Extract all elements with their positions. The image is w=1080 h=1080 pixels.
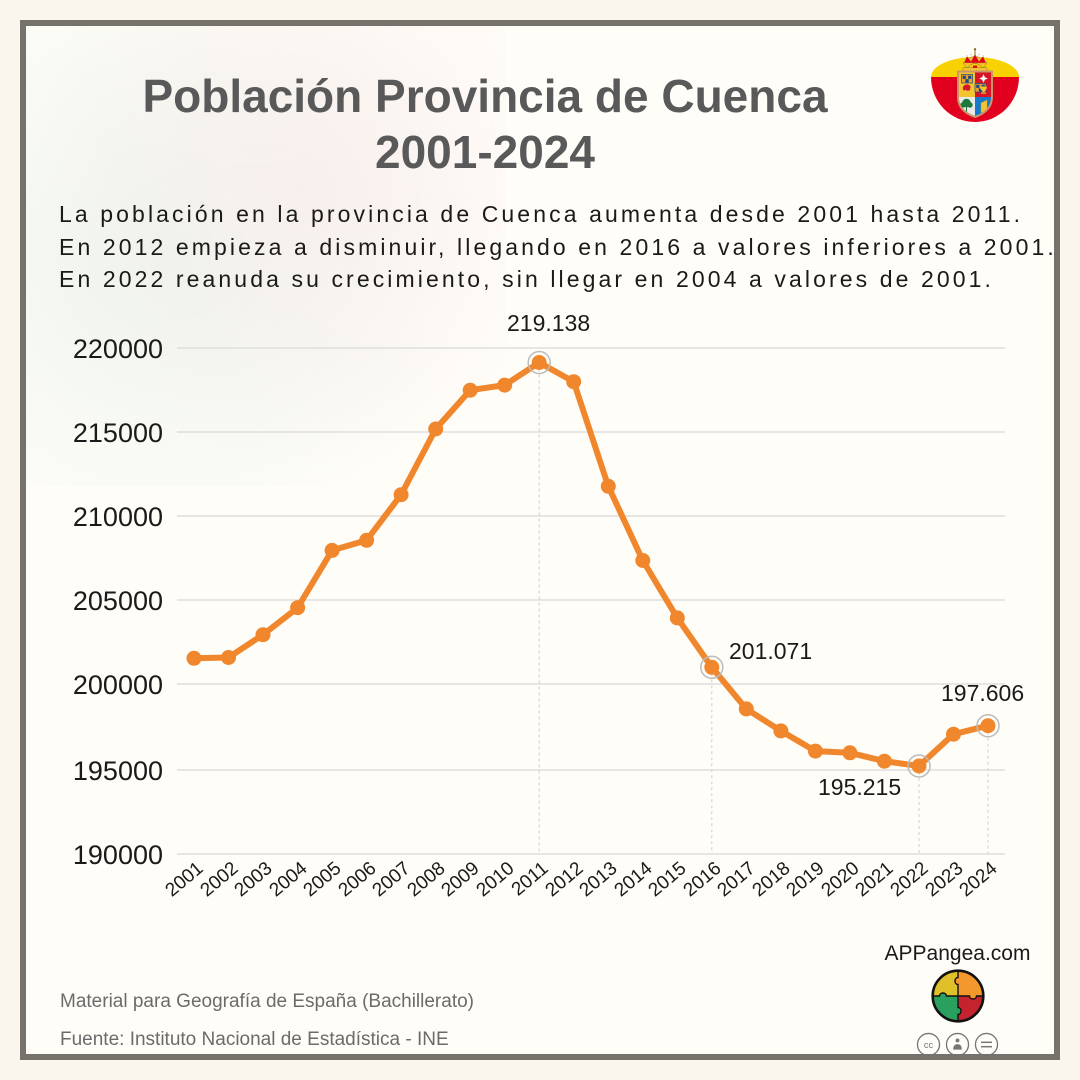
svg-text:220000: 220000 xyxy=(73,334,163,364)
svg-text:205000: 205000 xyxy=(73,586,163,616)
svg-text:200000: 200000 xyxy=(73,670,163,700)
svg-text:195000: 195000 xyxy=(73,756,163,786)
svg-text:201.071: 201.071 xyxy=(729,638,812,664)
svg-text:195.215: 195.215 xyxy=(818,774,901,800)
svg-text:210000: 210000 xyxy=(73,502,163,532)
svg-text:215000: 215000 xyxy=(73,418,163,448)
svg-text:cc: cc xyxy=(924,1040,934,1050)
svg-text:190000: 190000 xyxy=(73,840,163,870)
svg-text:197.606: 197.606 xyxy=(941,680,1024,706)
svg-text:219.138: 219.138 xyxy=(507,310,590,336)
